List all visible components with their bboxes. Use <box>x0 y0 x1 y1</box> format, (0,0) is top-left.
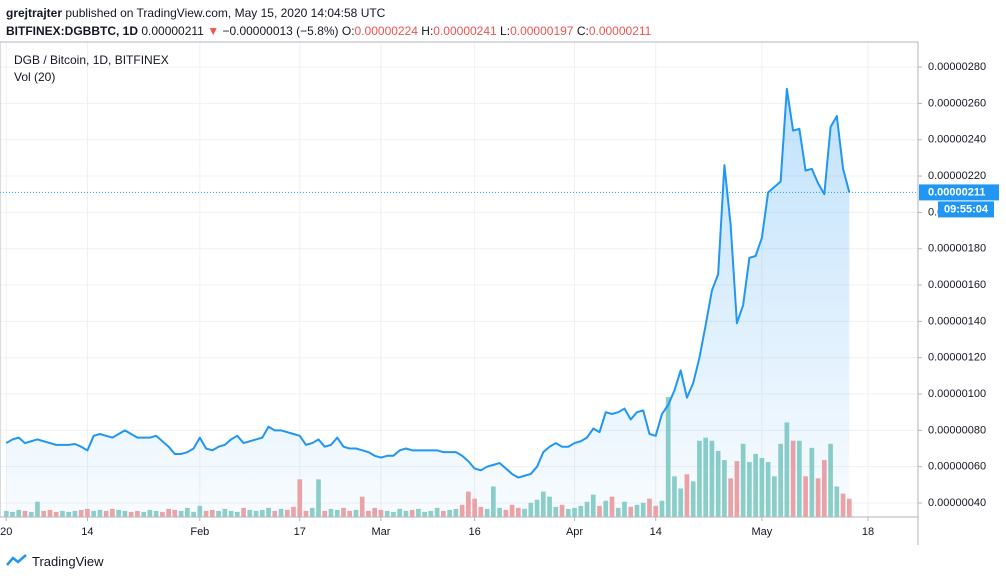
x-tick-label: 14 <box>650 526 662 538</box>
x-tick-label: 18 <box>862 526 874 538</box>
y-tick-label: 0.00000040 <box>928 497 986 509</box>
y-tick-label: 0.00000100 <box>928 388 986 400</box>
y-tick-label: 0.00000060 <box>928 461 986 473</box>
l-label: L: <box>500 24 511 38</box>
y-tick-label: 0.00000220 <box>928 170 986 182</box>
chart: DGB / Bitcoin, 1D, BITFINEX Vol (20) 0.0… <box>0 41 999 545</box>
x-tick-label: 20 <box>0 526 12 538</box>
h: 0.00000241 <box>433 24 497 38</box>
y-tick-label: 0.00000240 <box>928 134 986 146</box>
countdown-box <box>938 201 994 218</box>
y-tick-label: 0.00000120 <box>928 352 986 364</box>
y-tick-label: 0.00000280 <box>928 61 986 73</box>
x-tick-label: 16 <box>468 526 480 538</box>
x-tick-label: 14 <box>81 526 93 538</box>
symbol: BITFINEX:DGBBTC, 1D <box>6 24 138 38</box>
change: −0.00000013 (−5.8%) <box>222 24 339 38</box>
countdown-label: 09:55:04 <box>944 203 989 215</box>
c: 0.00000211 <box>588 24 652 38</box>
published: published on TradingView.com, May 15, 20… <box>65 6 386 20</box>
area-fill <box>6 88 850 517</box>
x-tick-label: Apr <box>566 526 583 538</box>
y-tick-label: 0.00000080 <box>928 424 986 436</box>
y-tick-label: 0.00000180 <box>928 243 986 255</box>
volume-legend: Vol (20) <box>14 70 55 84</box>
ohlc-line: BITFINEX:DGBBTC, 1D 0.00000211 ▼ −0.0000… <box>6 22 651 40</box>
x-tick-label: May <box>751 526 772 538</box>
logo <box>6 554 27 566</box>
last: 0.00000211 <box>141 24 204 38</box>
axes: 0.00000040 0.00000060 0.00000080 0.00000100… <box>0 61 999 538</box>
y-tick-label: 0.00000160 <box>928 279 986 291</box>
last-price-box <box>919 184 999 201</box>
publish-line: grejtrajter published on TradingView.com… <box>6 4 651 22</box>
x-tick-label: Feb <box>190 526 209 538</box>
x-tick-label: Mar <box>371 526 390 538</box>
x-tick-label: 17 <box>294 526 306 538</box>
author[interactable]: grejtrajter <box>6 6 63 20</box>
last-price-label: 0.00000211 <box>928 186 986 198</box>
chart-title: DGB / Bitcoin, 1D, BITFINEX <box>14 53 169 67</box>
price-line <box>5 87 851 479</box>
h-label: H: <box>421 24 434 38</box>
arrow: ▼ <box>207 24 220 38</box>
y-tick-label: 0.00000140 <box>928 315 986 327</box>
header: grejtrajter published on TradingView.com… <box>6 4 651 40</box>
plot <box>0 87 918 517</box>
c-label: C: <box>576 24 589 38</box>
o-label: O: <box>341 24 355 38</box>
y-tick-label: 0.00000260 <box>928 97 986 109</box>
l: 0.00000197 <box>510 24 574 38</box>
footer: TradingView <box>6 553 104 569</box>
o: 0.00000224 <box>354 24 418 38</box>
brand[interactable]: TradingView <box>32 553 104 569</box>
